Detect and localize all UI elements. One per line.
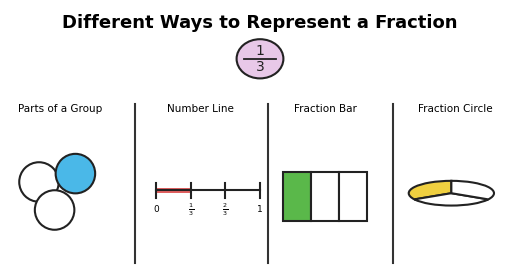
Bar — [311, 172, 339, 221]
Text: 0: 0 — [153, 206, 159, 214]
Bar — [156, 188, 191, 193]
Text: Fraction Circle: Fraction Circle — [418, 104, 492, 114]
Wedge shape — [414, 193, 488, 206]
Bar — [283, 172, 311, 221]
Ellipse shape — [237, 39, 283, 78]
Text: $\frac{1}{3}$: $\frac{1}{3}$ — [188, 202, 193, 218]
Ellipse shape — [35, 190, 74, 230]
Text: Different Ways to Represent a Fraction: Different Ways to Represent a Fraction — [62, 14, 458, 32]
Text: 3: 3 — [256, 60, 264, 74]
Bar — [339, 172, 367, 221]
Ellipse shape — [56, 154, 95, 193]
Text: $\frac{2}{3}$: $\frac{2}{3}$ — [223, 202, 228, 218]
Text: Number Line: Number Line — [167, 104, 233, 114]
Wedge shape — [451, 181, 494, 199]
Wedge shape — [409, 181, 451, 199]
Ellipse shape — [19, 162, 59, 202]
Text: Parts of a Group: Parts of a Group — [18, 104, 102, 114]
Text: Fraction Bar: Fraction Bar — [294, 104, 356, 114]
Text: 1: 1 — [257, 206, 263, 214]
Text: 1: 1 — [255, 44, 265, 58]
